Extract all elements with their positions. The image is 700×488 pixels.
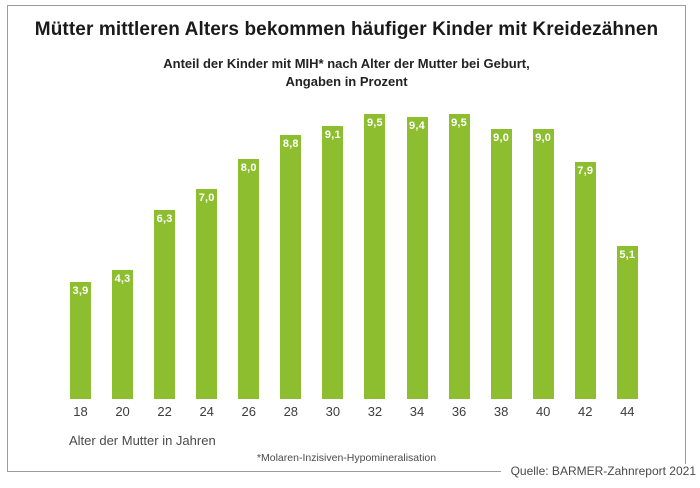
infographic-frame: Mütter mittleren Alters bekommen häufige… xyxy=(7,5,696,478)
bar: 5,1 xyxy=(616,246,638,399)
x-tick-label: 30 xyxy=(325,404,341,419)
x-tick-label: 20 xyxy=(115,404,130,419)
x-tick-label: 44 xyxy=(620,404,635,419)
x-axis-title: Alter der Mutter in Jahren xyxy=(69,433,216,448)
bar: 3,9 xyxy=(70,282,91,399)
x-tick-label: 28 xyxy=(283,404,299,419)
bar: 9,0 xyxy=(490,129,512,399)
x-tick-label: 22 xyxy=(157,404,172,419)
bar-value-label: 5,1 xyxy=(619,249,636,261)
x-tick-label: 18 xyxy=(73,404,88,419)
bar: 6,3 xyxy=(154,210,176,399)
bar: 9,0 xyxy=(532,129,554,399)
bar-value-label: 9,1 xyxy=(324,129,341,141)
bar-value-label: 9,5 xyxy=(451,117,468,129)
x-tick-label: 42 xyxy=(578,404,593,419)
x-tick-label: 40 xyxy=(535,404,551,419)
bar: 7,0 xyxy=(196,189,218,399)
x-tick-label: 38 xyxy=(493,404,509,419)
bar-value-label: 7,0 xyxy=(198,192,215,204)
bar-chart-plot-area: 3,9 4,3 6,3 7,0 8,0 8,8 9,1 9,5 9,4 9,5 9,0 9,0 7,9 5… xyxy=(70,114,638,399)
x-tick-label: 24 xyxy=(199,404,214,419)
footnote: *Molaren-Inzisiven-Hypomineralisation xyxy=(256,452,437,464)
bar: 9,5 xyxy=(364,114,386,399)
bar: 9,4 xyxy=(406,117,428,399)
chart-subtitle: Anteil der Kinder mit MIH* nach Alter de… xyxy=(8,55,685,91)
bar: 4,3 xyxy=(112,270,134,399)
x-tick-label: 32 xyxy=(367,404,383,419)
x-axis-ticks: 18 20 22 24 26 28 30 32 34 36 38 40 42 44 xyxy=(70,404,638,419)
bar-value-label: 8,0 xyxy=(240,162,257,174)
x-tick-label: 36 xyxy=(451,404,467,419)
chart-title: Mütter mittleren Alters bekommen häufige… xyxy=(34,19,659,40)
bar: 9,1 xyxy=(322,126,344,399)
bar-value-label: 9,0 xyxy=(535,132,552,144)
source-note: Quelle: BARMER-Zahnreport 2021 xyxy=(500,464,696,478)
bar: 9,5 xyxy=(448,114,470,399)
chart-subtitle-line-2: Angaben in Prozent xyxy=(285,74,408,89)
bar-value-label: 6,3 xyxy=(156,213,173,225)
bar: 8,0 xyxy=(238,159,260,399)
x-tick-label: 26 xyxy=(241,404,256,419)
bar-value-label: 3,9 xyxy=(72,285,89,297)
bar: 8,8 xyxy=(280,135,302,399)
bar-value-label: 9,4 xyxy=(409,120,425,132)
bar-value-label: 9,5 xyxy=(366,117,383,129)
bar-value-label: 4,3 xyxy=(114,273,131,285)
bar: 7,9 xyxy=(574,162,596,399)
x-tick-label: 34 xyxy=(409,404,425,419)
bar-value-label: 9,0 xyxy=(493,132,510,144)
bar-value-label: 8,8 xyxy=(282,138,299,150)
bar-value-label: 7,9 xyxy=(577,165,594,177)
chart-subtitle-line-1: Anteil der Kinder mit MIH* nach Alter de… xyxy=(163,56,530,71)
